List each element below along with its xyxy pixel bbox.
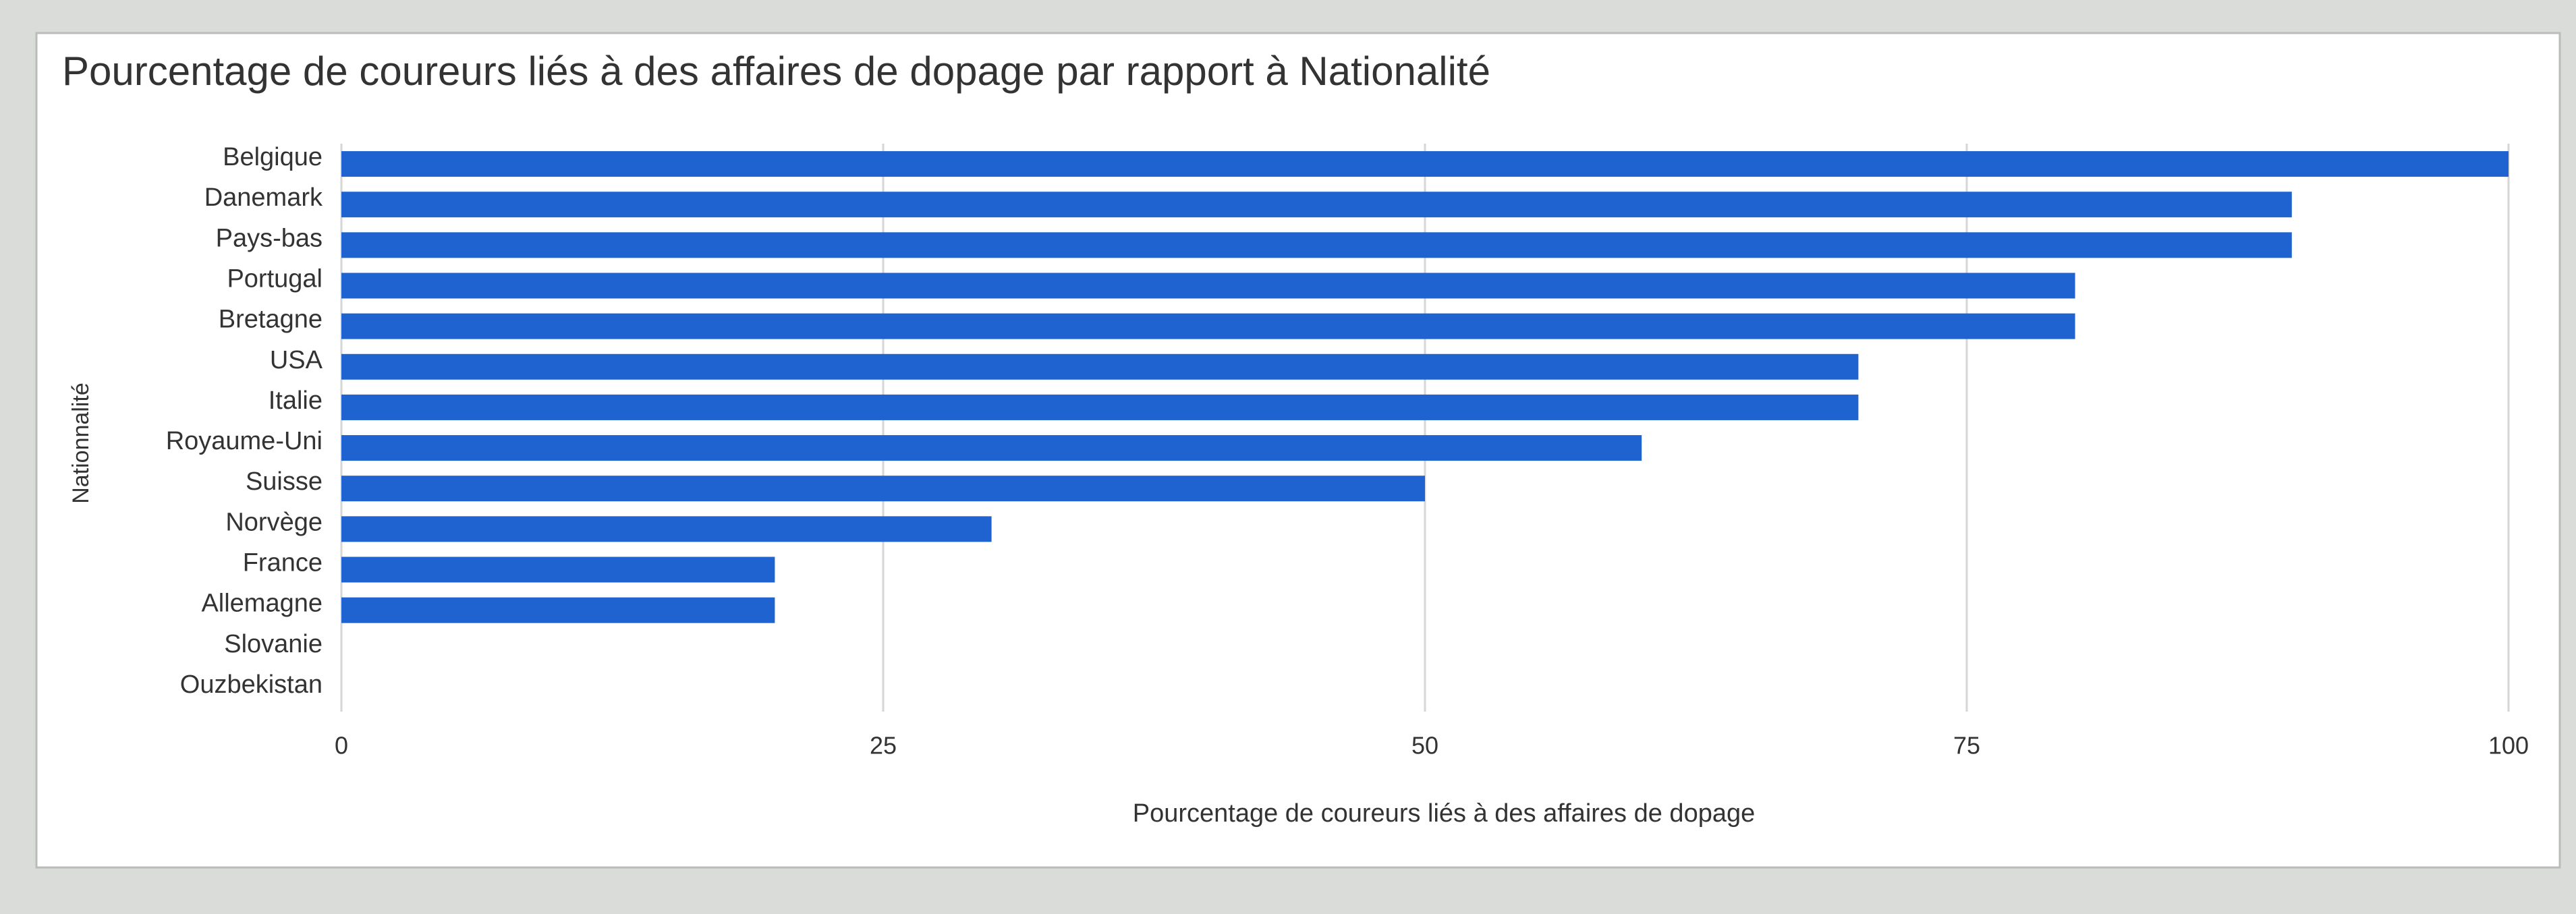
y-tick-label: Slovanie	[224, 630, 323, 658]
x-tick-label: 50	[1411, 732, 1438, 760]
y-axis-title: Nationnalité	[68, 382, 94, 504]
x-tick-label: 0	[335, 732, 348, 760]
bar	[341, 476, 1425, 502]
bar	[341, 192, 2292, 218]
bar	[341, 273, 2075, 299]
bar	[341, 597, 775, 623]
bar	[341, 313, 2075, 339]
x-axis-title: Pourcentage de coureurs liés à des affai…	[1133, 799, 1755, 828]
x-tick-label: 75	[1953, 732, 1980, 760]
chart-title: Pourcentage de coureurs liés à des affai…	[62, 49, 1490, 94]
y-tick-label: France	[243, 549, 323, 577]
y-tick-label: Allemagne	[201, 590, 323, 618]
bar	[341, 151, 2509, 177]
bar	[341, 556, 775, 583]
y-tick-label: Suisse	[246, 467, 323, 496]
y-tick-label: USA	[270, 346, 323, 374]
y-tick-label: Pays-bas	[216, 224, 323, 252]
bar	[341, 353, 1859, 380]
bar	[341, 516, 992, 542]
y-tick-label: Danemark	[204, 183, 323, 212]
bar	[341, 232, 2292, 258]
y-tick-label: Belgique	[223, 143, 323, 171]
y-tick-label: Bretagne	[219, 306, 323, 334]
y-tick-label: Portugal	[227, 265, 323, 293]
y-tick-label: Ouzbekistan	[180, 670, 323, 699]
x-tick-label: 25	[870, 732, 897, 760]
y-tick-label: Italie	[269, 387, 323, 415]
y-tick-label: Norvège	[225, 508, 323, 536]
bar	[341, 394, 1859, 420]
bar	[341, 435, 1642, 461]
y-tick-label: Royaume-Uni	[166, 427, 323, 455]
x-tick-label: 100	[2488, 732, 2529, 760]
